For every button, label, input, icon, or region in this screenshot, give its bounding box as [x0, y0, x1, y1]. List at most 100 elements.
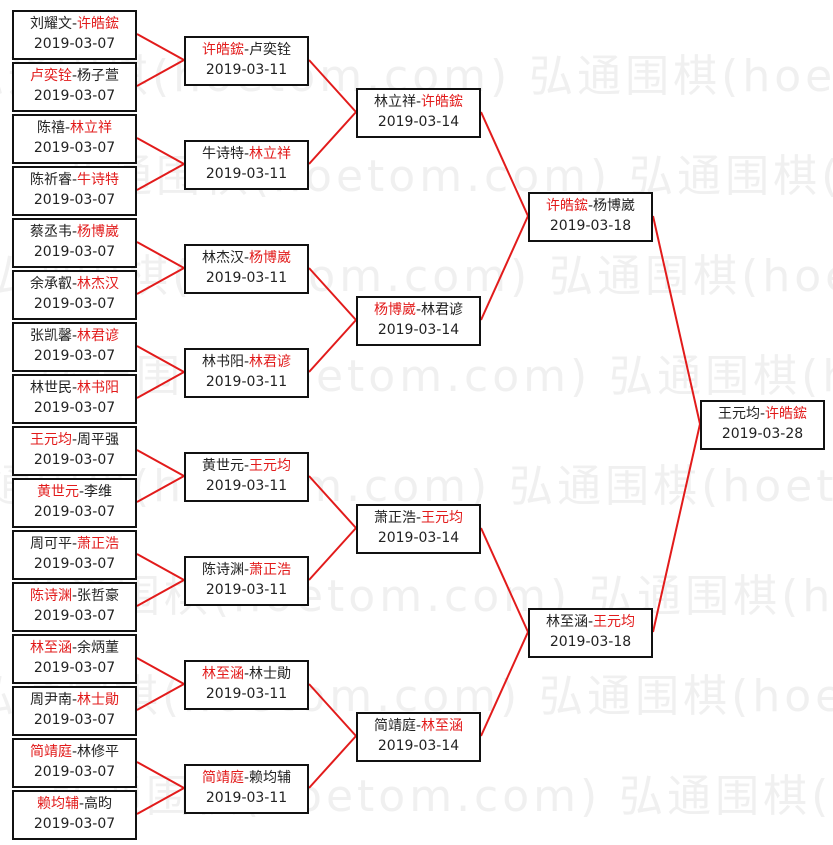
separator: -	[243, 146, 250, 162]
separator: -	[71, 68, 78, 84]
player-1: 林至涵	[545, 614, 588, 630]
match-date: 2019-03-11	[205, 790, 288, 806]
player-1: 林世民	[29, 380, 72, 396]
match-box[interactable]: 陈诗渊-萧正浩 2019-03-11	[184, 556, 309, 606]
match-date: 2019-03-11	[205, 582, 288, 598]
match-box[interactable]: 林杰汉-杨博崴 2019-03-11	[184, 244, 309, 294]
match-players: 简靖庭-赖均辅	[186, 768, 307, 788]
match-players: 余承叡-林杰汉	[14, 274, 135, 294]
match-box[interactable]: 简靖庭-林修平 2019-03-07	[12, 738, 137, 788]
match-box[interactable]: 萧正浩-王元均 2019-03-14	[356, 504, 481, 554]
player-1: 陈禧	[36, 120, 65, 136]
player-2: 林至涵	[421, 718, 464, 734]
player-2: 张哲豪	[77, 588, 120, 604]
watermark-text: 弘通围棋(hoetom.com) 弘通围棋(hoetom.com)	[50, 771, 833, 822]
match-box[interactable]: 卢奕铨-杨子萱 2019-03-07	[12, 62, 137, 112]
match-box[interactable]: 黄世元-李维 2019-03-07	[12, 478, 137, 528]
match-players: 陈诗渊-张哲豪	[14, 586, 135, 606]
match-box[interactable]: 林世民-林书阳 2019-03-07	[12, 374, 137, 424]
player-2: 周平强	[77, 432, 120, 448]
match-box[interactable]: 简靖庭-赖均辅 2019-03-11	[184, 764, 309, 814]
player-1: 林立祥	[373, 94, 416, 110]
player-2: 林士勛	[249, 666, 292, 682]
match-box[interactable]: 陈禧-林立祥 2019-03-07	[12, 114, 137, 164]
match-box[interactable]: 林至涵-林士勛 2019-03-11	[184, 660, 309, 710]
match-players: 林书阳-林君谚	[186, 352, 307, 372]
match-box[interactable]: 林至涵-王元均 2019-03-18	[528, 608, 653, 658]
match-box[interactable]: 王元均-许皓鋐 2019-03-28	[700, 400, 825, 450]
connector-line	[136, 449, 185, 477]
connector-line	[136, 163, 185, 191]
player-2: 林士勛	[77, 692, 120, 708]
match-box[interactable]: 刘耀文-许皓鋐 2019-03-07	[12, 10, 137, 60]
match-date: 2019-03-07	[33, 296, 116, 312]
connector-line	[136, 241, 185, 269]
connector-line	[308, 527, 357, 581]
player-2: 许皓鋐	[765, 406, 808, 422]
match-box[interactable]: 林立祥-许皓鋐 2019-03-14	[356, 88, 481, 138]
connector-line	[136, 371, 185, 399]
match-box[interactable]: 赖均辅-高昀 2019-03-07	[12, 790, 137, 840]
match-box[interactable]: 周尹南-林士勛 2019-03-07	[12, 686, 137, 736]
match-players: 赖均辅-高昀	[14, 794, 135, 814]
connector-line	[480, 631, 529, 737]
match-date: 2019-03-18	[549, 634, 632, 650]
player-2: 杨子萱	[77, 68, 120, 84]
match-box[interactable]: 陈诗渊-张哲豪 2019-03-07	[12, 582, 137, 632]
match-date: 2019-03-11	[205, 166, 288, 182]
match-box[interactable]: 林书阳-林君谚 2019-03-11	[184, 348, 309, 398]
separator: -	[243, 666, 250, 682]
player-2: 萧正浩	[249, 562, 292, 578]
connector-line	[136, 787, 185, 815]
player-1: 余承叡	[29, 276, 72, 292]
match-box[interactable]: 张凯馨-林君谚 2019-03-07	[12, 322, 137, 372]
player-1: 刘耀文	[29, 16, 72, 32]
separator: -	[71, 172, 78, 188]
player-1: 简靖庭	[29, 744, 72, 760]
match-box[interactable]: 余承叡-林杰汉 2019-03-07	[12, 270, 137, 320]
match-box[interactable]: 牛诗特-林立祥 2019-03-11	[184, 140, 309, 190]
match-box[interactable]: 王元均-周平强 2019-03-07	[12, 426, 137, 476]
match-box[interactable]: 蔡丞韦-杨博崴 2019-03-07	[12, 218, 137, 268]
separator: -	[71, 640, 78, 656]
connector-line	[480, 215, 529, 321]
player-1: 周尹南	[29, 692, 72, 708]
player-1: 赖均辅	[36, 796, 79, 812]
match-players: 林至涵-余炳菫	[14, 638, 135, 658]
player-1: 简靖庭	[373, 718, 416, 734]
match-box[interactable]: 简靖庭-林至涵 2019-03-14	[356, 712, 481, 762]
player-2: 高昀	[84, 796, 113, 812]
match-date: 2019-03-07	[33, 660, 116, 676]
match-box[interactable]: 周可平-萧正浩 2019-03-07	[12, 530, 137, 580]
separator: -	[64, 120, 71, 136]
match-date: 2019-03-07	[33, 452, 116, 468]
match-box[interactable]: 许皓鋐-卢奕铨 2019-03-11	[184, 36, 309, 86]
match-date: 2019-03-28	[721, 426, 804, 442]
player-2: 萧正浩	[77, 536, 120, 552]
match-date: 2019-03-07	[33, 556, 116, 572]
separator: -	[243, 354, 250, 370]
match-players: 陈诗渊-萧正浩	[186, 560, 307, 580]
match-date: 2019-03-07	[33, 608, 116, 624]
separator: -	[71, 328, 78, 344]
player-2: 林君谚	[421, 302, 464, 318]
player-2: 林君谚	[249, 354, 292, 370]
connector-line	[652, 215, 701, 425]
watermark-text: 弘通围棋(hoetom.com) 弘通围棋(hoetom.com)	[40, 351, 833, 402]
connector-line	[308, 683, 357, 737]
match-box[interactable]: 陈祈睿-牛诗特 2019-03-07	[12, 166, 137, 216]
player-2: 李维	[84, 484, 113, 500]
match-box[interactable]: 杨博崴-林君谚 2019-03-14	[356, 296, 481, 346]
match-box[interactable]: 许皓鋐-杨博崴 2019-03-18	[528, 192, 653, 242]
match-players: 周可平-萧正浩	[14, 534, 135, 554]
match-box[interactable]: 林至涵-余炳菫 2019-03-07	[12, 634, 137, 684]
player-1: 陈诗渊	[29, 588, 72, 604]
player-2: 林杰汉	[77, 276, 120, 292]
match-players: 萧正浩-王元均	[358, 508, 479, 528]
player-2: 许皓鋐	[77, 16, 120, 32]
match-box[interactable]: 黄世元-王元均 2019-03-11	[184, 452, 309, 502]
player-2: 王元均	[249, 458, 292, 474]
connector-line	[136, 475, 185, 503]
connector-line	[308, 59, 357, 113]
